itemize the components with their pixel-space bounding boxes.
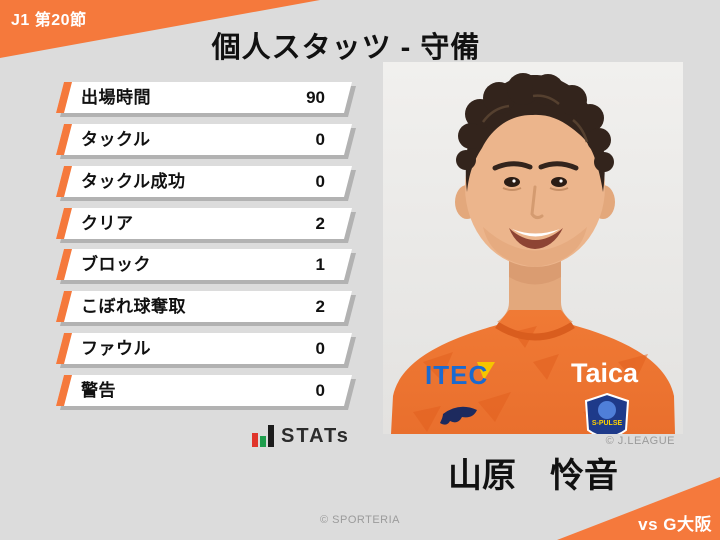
jersey-sponsor-right: Taica <box>571 358 639 388</box>
stat-value: 2 <box>315 214 325 233</box>
stat-row-loose-ball-recoveries: こぼれ球奪取 2 <box>56 291 352 322</box>
photo-credit: © J.LEAGUE <box>605 435 675 447</box>
stat-row-yellow-cards: 警告 0 <box>56 375 352 406</box>
sporteria-credit: © SPORTERIA <box>319 514 401 526</box>
opponent-badge: vs G大阪 <box>638 515 712 534</box>
stat-label: タックル成功 <box>81 172 186 191</box>
eyebrows <box>492 161 533 171</box>
stats-logo-text: STATs <box>281 425 350 447</box>
bar-chart-icon <box>252 425 274 447</box>
stat-label: タックル <box>81 130 151 149</box>
stat-value: 2 <box>315 297 325 316</box>
stat-row-clearances: クリア 2 <box>56 208 352 239</box>
jersey-sponsor-left: ITEC <box>425 360 488 390</box>
row-background <box>56 124 352 155</box>
nose <box>530 185 544 220</box>
stat-value: 0 <box>315 339 325 358</box>
stat-label: 警告 <box>81 381 116 400</box>
page-title: 個人スタッツ - 守備 <box>211 32 481 64</box>
eyes <box>502 177 569 191</box>
stat-value: 0 <box>315 130 325 149</box>
matchday-badge: J1 第20節 <box>11 12 87 29</box>
crest-text: S-PULSE <box>592 420 623 427</box>
stat-row-fouls: ファウル 0 <box>56 333 352 364</box>
stat-row-minutes: 出場時間 90 <box>56 82 352 113</box>
row-background <box>56 208 352 239</box>
stat-label: こぼれ球奪取 <box>81 297 186 316</box>
stats-logo: STATs <box>252 423 350 447</box>
player-hair <box>456 73 614 192</box>
row-background <box>56 82 352 113</box>
stat-value: 0 <box>315 381 325 400</box>
mouth <box>509 228 563 249</box>
player-face <box>455 73 615 267</box>
sponsor-accent-triangle <box>477 362 495 380</box>
row-background <box>56 291 352 322</box>
row-background <box>56 333 352 364</box>
jersey-collar <box>495 322 575 341</box>
row-background <box>56 166 352 197</box>
player-name: 山原 怜音 <box>448 457 618 495</box>
stat-value: 0 <box>315 172 325 191</box>
stat-row-tackles-won: タックル成功 0 <box>56 166 352 197</box>
row-background <box>56 375 352 406</box>
stat-row-blocks: ブロック 1 <box>56 249 352 280</box>
s-pulse-crest: S-PULSE <box>584 392 630 434</box>
player-photo: ITEC Taica S-PULSE <box>383 62 683 434</box>
stat-label: ブロック <box>81 255 151 274</box>
stat-label: 出場時間 <box>81 88 151 107</box>
stat-label: クリア <box>81 214 134 233</box>
stat-value: 1 <box>315 255 325 274</box>
puma-logo <box>440 406 477 425</box>
row-background <box>56 249 352 280</box>
stat-value: 90 <box>306 88 325 107</box>
stat-label: ファウル <box>81 339 151 358</box>
player-jersey: ITEC Taica S-PULSE <box>391 310 675 434</box>
stat-row-tackles: タックル 0 <box>56 124 352 155</box>
